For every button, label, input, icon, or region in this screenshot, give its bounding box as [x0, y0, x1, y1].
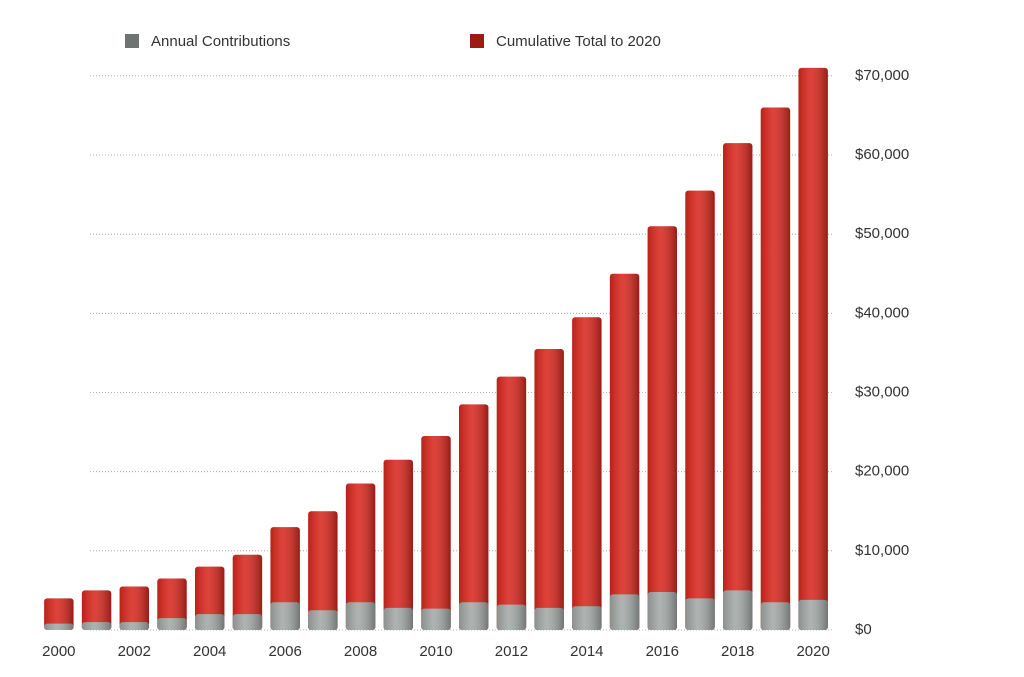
bar-shade	[723, 143, 753, 630]
y-tick-label: $0	[855, 621, 872, 638]
y-tick-label: $70,000	[855, 67, 909, 84]
bar-shade	[119, 622, 149, 630]
x-tick-label: 2008	[344, 643, 377, 660]
bar-shade	[308, 511, 338, 630]
bar-shade	[685, 190, 715, 630]
y-tick-label: $50,000	[855, 225, 909, 242]
bar-shade	[534, 348, 564, 630]
bar-shade	[345, 483, 376, 630]
bar-shade	[723, 590, 753, 630]
bar-shade	[609, 273, 640, 630]
bar-shade	[232, 554, 263, 630]
y-tick-label: $30,000	[855, 383, 909, 400]
y-tick-label: $60,000	[855, 146, 909, 163]
bar-shade	[534, 607, 564, 630]
bar-shade	[44, 623, 74, 630]
x-tick-label: 2002	[118, 643, 151, 660]
bar-shade	[308, 610, 338, 630]
bar-shade	[119, 586, 149, 630]
legend-label: Cumulative Total to 2020	[496, 33, 661, 50]
bar-shade	[157, 578, 187, 630]
y-tick-label: $10,000	[855, 542, 909, 559]
y-tick-label: $40,000	[855, 304, 909, 321]
bar-shade	[383, 607, 413, 630]
x-tick-label: 2012	[495, 643, 528, 660]
bar-shade	[798, 599, 828, 630]
bar-shade	[421, 608, 451, 630]
bar-shade	[195, 614, 225, 630]
x-tick-label: 2016	[646, 643, 679, 660]
x-tick-label: 2018	[721, 643, 754, 660]
bar-shade	[685, 598, 715, 630]
bar-shade	[421, 436, 451, 630]
x-tick-label: 2010	[419, 643, 452, 660]
bar-shade	[459, 404, 489, 630]
y-tick-label: $20,000	[855, 463, 909, 480]
bar-shade	[609, 594, 640, 630]
legend-swatch	[125, 34, 139, 48]
x-tick-label: 2014	[570, 643, 603, 660]
bar-shade	[572, 606, 602, 630]
bar-shade	[81, 622, 112, 630]
bar-shade	[81, 590, 112, 630]
bar-shade	[647, 592, 677, 630]
legend-label: Annual Contributions	[151, 33, 290, 50]
bar-shade	[459, 602, 489, 630]
bar-shade	[157, 618, 187, 630]
bar-shade	[383, 459, 413, 630]
bar-shade	[647, 226, 677, 630]
bar-shade	[572, 317, 602, 630]
x-tick-label: 2000	[42, 643, 75, 660]
bar-shade	[44, 598, 74, 630]
bar-shade	[496, 604, 527, 630]
bar-shade	[232, 614, 263, 630]
x-tick-label: 2006	[268, 643, 301, 660]
bar-shade	[496, 376, 527, 630]
legend-swatch	[470, 34, 484, 48]
bar-shade	[270, 602, 300, 630]
x-tick-label: 2004	[193, 643, 226, 660]
bar-shade	[760, 107, 791, 630]
x-tick-label: 2020	[796, 643, 829, 660]
bar-shade	[760, 602, 791, 630]
bar-shade	[345, 602, 376, 630]
bar-shade	[798, 67, 828, 630]
